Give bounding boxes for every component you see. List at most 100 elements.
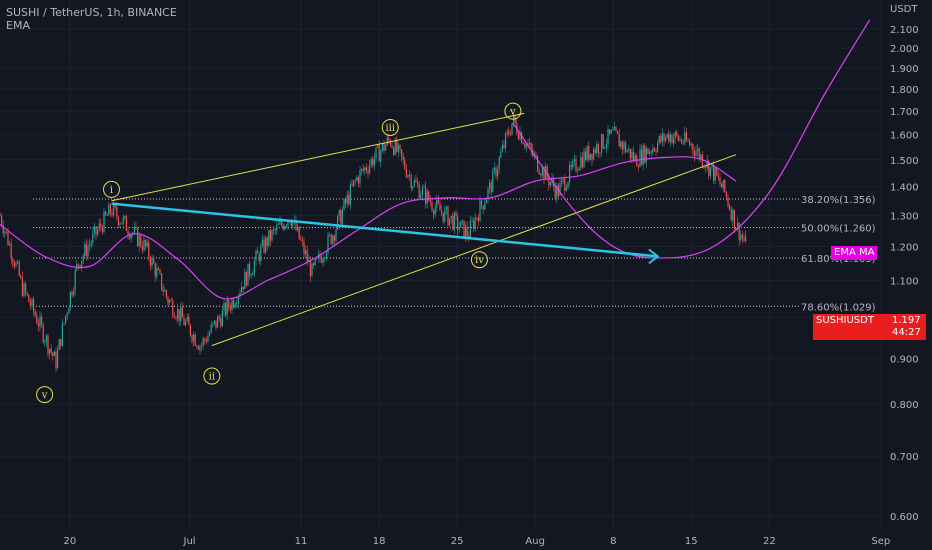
wave-label-circle[interactable]: [504, 102, 522, 120]
candle-body: [133, 227, 135, 233]
candle-body: [297, 226, 299, 231]
candle-body: [660, 136, 662, 142]
candle-body: [450, 215, 452, 219]
wave-label-circle[interactable]: [36, 386, 54, 404]
indicator-label[interactable]: EMA: [6, 19, 30, 32]
x-tick-label: 11: [295, 536, 308, 547]
candle-body: [397, 144, 399, 152]
candle-body: [101, 226, 103, 233]
candle-body: [423, 186, 425, 188]
candle-body: [207, 335, 209, 342]
candle-body: [1, 215, 3, 226]
candle-body: [729, 205, 731, 210]
wave-label-text: i: [110, 185, 113, 196]
x-tick-label: 22: [763, 536, 776, 547]
ema-value-tag: EMA MA: [831, 246, 878, 260]
channel-upper-line[interactable]: [111, 112, 525, 202]
candle-body: [52, 352, 54, 357]
y-tick-label: 0.800: [890, 400, 919, 411]
wave-label-circle[interactable]: [203, 367, 221, 385]
candle-body: [351, 184, 353, 186]
candle-body: [383, 143, 385, 151]
candle-body: [609, 129, 611, 134]
trend-arrow-line[interactable]: [111, 202, 658, 258]
candle-body: [413, 180, 415, 187]
candle-body: [393, 147, 395, 155]
wave-label-circle[interactable]: [103, 180, 120, 198]
candle-body: [469, 221, 471, 238]
candle-body: [476, 217, 478, 219]
candle-body: [157, 268, 159, 271]
candle-body: [447, 206, 449, 226]
wave-label-circle[interactable]: [470, 251, 488, 269]
candle-body: [642, 145, 644, 165]
candle-body: [146, 242, 148, 247]
candle-body: [341, 209, 343, 224]
candle-body: [511, 123, 513, 135]
candle-body: [212, 323, 214, 325]
candle-body: [682, 142, 684, 144]
candle-body: [325, 253, 327, 259]
trend-arrowhead[interactable]: [648, 248, 660, 265]
candle-body: [28, 294, 30, 302]
candle-body: [490, 182, 492, 193]
candle-body: [169, 300, 171, 304]
candle-body: [485, 199, 487, 204]
candle-body: [20, 275, 22, 277]
candle-body: [18, 261, 20, 276]
grid-lines: [0, 0, 882, 528]
candle-body: [645, 148, 647, 163]
candle-body: [418, 184, 420, 198]
candle-body: [17, 261, 19, 263]
candle-body: [205, 340, 207, 342]
candle-body: [172, 300, 174, 316]
candle-body: [521, 132, 523, 144]
candle-body: [257, 250, 259, 254]
candle-body: [327, 234, 329, 254]
symbol-title[interactable]: SUSHI / TetherUS, 1h, BINANCE: [6, 6, 177, 19]
projection-curve[interactable]: [512, 19, 871, 259]
ema-line[interactable]: [0, 156, 737, 300]
candle-body: [388, 137, 390, 141]
candle-body: [209, 332, 211, 336]
candle-body: [426, 191, 428, 204]
x-tick-label: Aug: [525, 536, 545, 547]
drawing-overlays[interactable]: [0, 19, 871, 347]
candle-body: [444, 209, 446, 222]
candle-body: [122, 217, 124, 224]
candle-body: [277, 224, 279, 226]
candle-body: [439, 203, 441, 211]
candle-body: [13, 262, 15, 267]
candle-body: [535, 154, 537, 156]
candle-body: [517, 133, 519, 140]
time-axis[interactable]: 20 Jul 11 18 25 Aug 8 15 22 Sep: [64, 536, 891, 547]
wave-label-circle[interactable]: [381, 118, 399, 136]
candle-body: [463, 220, 465, 238]
candle-body: [39, 316, 41, 327]
candle-body: [554, 186, 556, 199]
y-tick-label: 2.100: [890, 25, 919, 36]
candle-body: [245, 271, 247, 286]
candle-body: [42, 324, 44, 343]
candle-body: [138, 235, 140, 247]
candle-body: [170, 300, 172, 302]
candle-body: [340, 209, 342, 224]
candle-body: [130, 233, 132, 239]
candle-body: [117, 216, 119, 226]
candle-body: [79, 265, 81, 268]
candle-body: [324, 258, 326, 260]
candle-body: [733, 209, 735, 229]
candle-body: [641, 149, 643, 165]
candle-body: [405, 169, 407, 178]
channel-lower-line[interactable]: [211, 154, 737, 347]
candle-body: [167, 297, 169, 304]
candle-body: [210, 324, 212, 333]
candle-body: [569, 164, 571, 183]
candle-body: [417, 182, 419, 185]
y-tick-label: 1.900: [890, 64, 919, 75]
candle-body: [66, 313, 68, 316]
candle-body: [175, 317, 177, 319]
